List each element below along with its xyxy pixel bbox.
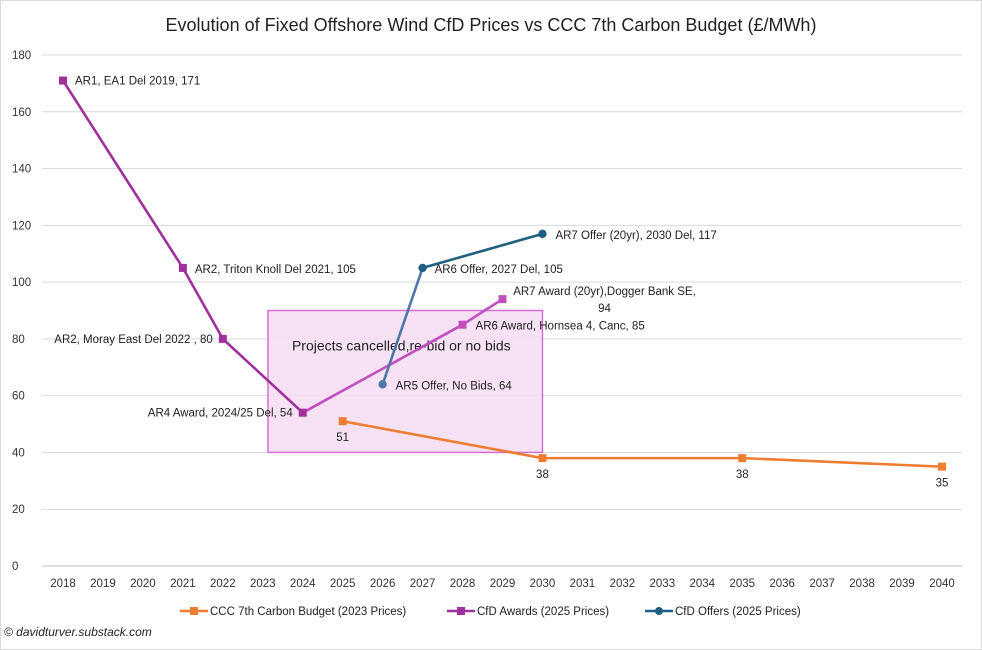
series-line-segment [421,232,544,270]
data-point [738,454,747,463]
data-point [59,76,67,85]
data-label: 38 [536,469,549,481]
data-label: AR2, Triton Knoll Del 2021, 105 [195,264,356,276]
data-point [378,380,387,389]
legend-label: CfD Awards (2025 Prices) [477,606,609,618]
x-tick-label: 2040 [929,578,955,590]
data-label: AR7 Offer (20yr), 2030 Del, 117 [555,230,716,242]
chart-title: Evolution of Fixed Offshore Wind CfD Pri… [166,15,817,35]
series-line-segment [341,419,544,460]
y-tick-label: 120 [12,220,31,232]
x-tick-label: 2035 [729,578,755,590]
data-label: 35 [936,478,949,490]
y-tick-label: 80 [12,334,25,346]
data-label: AR4 Award, 2024/25 Del, 54 [148,408,294,420]
credit-text: © davidturver.substack.com [4,625,152,639]
data-labels: 51 38 38 35 AR1, EA1 Del 2019, 171 AR2, Trito… [54,76,948,490]
annotation-box: Projects cancelled,re-bid or no bids [267,309,544,454]
data-point [938,462,946,471]
data-label: AR6 Award, Hornsea 4, Canc, 85 [476,321,645,333]
legend-label: CfD Offers (2025 Prices) [675,606,801,618]
y-tick-label: 0 [12,561,18,573]
y-tick-label: 100 [12,277,31,289]
x-tick-label: 2028 [450,578,476,590]
x-tick-label: 2026 [370,578,396,590]
gridlines [42,54,962,567]
x-tick-label: 2025 [330,578,356,590]
data-point [458,320,467,329]
y-tick-label: 140 [12,164,31,176]
y-tick-label: 180 [12,50,31,62]
y-tick-label: 20 [12,504,25,516]
data-point [538,454,547,463]
data-label: AR1, EA1 Del 2019, 171 [75,76,200,88]
series-line-segment [381,266,424,386]
data-point [498,295,507,304]
x-tick-label: 2037 [809,578,835,590]
x-tick-label: 2034 [689,578,715,590]
annotation-text: Projects cancelled,re-bid or no bids [292,338,511,354]
x-tick-label: 2024 [290,578,316,590]
series-line-segment [61,79,185,270]
legend-label: CCC 7th Carbon Budget (2023 Prices) [210,606,406,618]
x-tick-label: 2030 [530,578,556,590]
annotation-rect [267,309,544,454]
series-line-segment [740,456,944,468]
data-label: 51 [336,432,349,444]
series-line-segment [301,323,464,415]
y-axis: 0 20 40 60 80 100 120 140 160 180 [12,50,31,573]
x-tick-label: 2018 [50,578,76,590]
data-point [338,417,347,426]
x-tick-label: 2039 [889,578,915,590]
x-tick-label: 2029 [490,578,516,590]
x-tick-label: 2033 [650,578,676,590]
data-label: AR5 Offer, No Bids, 64 [396,380,513,392]
legend-swatch-marker [190,607,198,615]
series-line-segment [181,266,225,341]
y-tick-label: 40 [12,447,25,459]
data-point [178,263,187,272]
x-tick-label: 2031 [570,578,596,590]
x-tick-label: 2020 [130,578,156,590]
data-point [298,408,307,417]
data-point [218,334,227,343]
data-point [538,229,547,239]
legend: CCC 7th Carbon Budget (2023 Prices) CfD A… [180,606,801,618]
x-tick-label: 2019 [90,578,116,590]
legend-swatch-marker [457,607,465,615]
legend-swatch-marker [655,607,663,615]
x-tick-label: 2032 [610,578,636,590]
x-tick-label: 2023 [250,578,276,590]
data-label: AR7 Award (20yr),Dogger Bank SE, [513,286,696,298]
series-line-segment [221,337,305,415]
x-tick-label: 2038 [849,578,875,590]
x-tick-label: 2022 [210,578,236,590]
data-label: 94 [598,303,611,315]
data-label: 38 [736,469,749,481]
x-axis: 2018 2019 2020 2021 2022 2023 2024 2025 2026 2027… [50,578,955,590]
y-tick-label: 60 [12,391,25,403]
x-tick-label: 2036 [769,578,795,590]
y-tick-label: 160 [12,107,31,119]
x-tick-label: 2021 [170,578,196,590]
data-point [418,263,427,273]
series-line-segment [461,297,504,326]
data-label: AR6 Offer, 2027 Del, 105 [435,264,563,276]
data-label: AR2, Moray East Del 2022 , 80 [54,334,213,346]
series-group [59,76,946,471]
x-tick-label: 2027 [410,578,436,590]
